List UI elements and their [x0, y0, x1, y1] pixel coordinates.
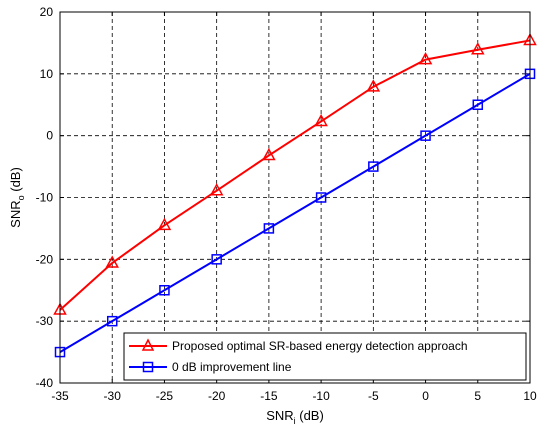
- tick-labels: -35 -30 -25 -20 -15 -10 -5 0 5 10 -40 -30 -20 -10 0 10 2…: [36, 5, 537, 403]
- data-point-square: [211, 254, 222, 265]
- series-group: [53, 32, 537, 358]
- x-tick-label: -30: [104, 389, 122, 403]
- y-axis-label-unit: (dB): [8, 167, 23, 195]
- x-tick-label: -15: [260, 389, 278, 403]
- legend-box: [123, 332, 527, 381]
- y-tick-label: -10: [36, 191, 54, 205]
- x-tick-label: -10: [312, 389, 330, 403]
- data-point-square: [263, 223, 275, 234]
- series-line-1: [59, 72, 531, 353]
- data-point-square: [368, 161, 379, 172]
- plot-frame: [59, 11, 531, 384]
- data-point-square: [315, 192, 327, 203]
- data-point-square: [420, 130, 431, 141]
- data-point-triangle: [262, 147, 276, 161]
- y-axis-label-main: SNR: [8, 200, 23, 227]
- data-point-triangle: [366, 79, 381, 92]
- x-axis-label: SNRi (dB): [266, 408, 324, 426]
- y-tick-label: 0: [46, 129, 53, 143]
- y-tick-label: -20: [36, 252, 54, 266]
- data-point-triangle: [157, 217, 172, 231]
- data-point-triangle: [105, 255, 119, 268]
- data-point-triangle: [314, 113, 328, 127]
- y-axis-label: SNRo (dB): [8, 167, 26, 228]
- data-point-square: [106, 315, 118, 327]
- legend: Proposed optimal SR-based energy detecti…: [123, 332, 527, 381]
- series-line-0: [59, 39, 531, 311]
- data-point-square: [159, 285, 170, 296]
- x-tick-label: -20: [208, 389, 226, 403]
- legend-marker-triangle: [141, 338, 155, 351]
- y-tick-label: 10: [40, 67, 54, 81]
- data-point-triangle: [418, 52, 433, 65]
- x-tick-label: -25: [156, 389, 174, 403]
- x-axis-label-sub: i: [294, 416, 296, 426]
- x-tick-label: -5: [368, 389, 379, 403]
- x-tick-label: 0: [422, 389, 429, 403]
- x-tick-label: 5: [474, 389, 481, 403]
- grid-lines: [59, 11, 531, 384]
- y-axis-label-sub: o: [16, 195, 26, 200]
- y-tick-label: -30: [36, 314, 54, 328]
- y-tick-label: 20: [40, 5, 54, 19]
- x-tick-label: -35: [51, 389, 69, 403]
- y-tick-label: -40: [36, 376, 54, 390]
- x-axis-label-main: SNR: [266, 408, 293, 423]
- legend-marker-square: [142, 361, 154, 373]
- legend-label-proposed: Proposed optimal SR-based energy detecti…: [172, 339, 468, 353]
- data-point-triangle: [471, 42, 485, 55]
- data-point-square: [472, 99, 484, 110]
- x-axis-label-unit: (dB): [296, 408, 324, 423]
- legend-label-0db: 0 dB improvement line: [172, 360, 292, 374]
- data-point-triangle: [209, 183, 224, 196]
- x-tick-label: 10: [523, 389, 537, 403]
